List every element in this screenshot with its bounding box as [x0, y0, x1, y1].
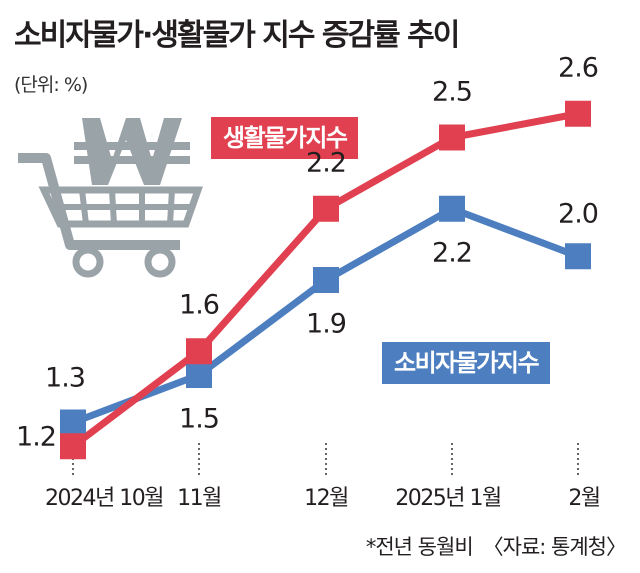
value-label-living-4: 2.6	[558, 52, 599, 84]
unit-label: (단위: %)	[14, 74, 88, 96]
x-tick-label-1: 11월	[177, 486, 222, 511]
series-group	[60, 100, 591, 460]
point-consumer-1	[186, 362, 212, 388]
value-label-consumer-2: 1.9	[306, 308, 347, 340]
point-consumer-0	[60, 409, 86, 436]
point-consumer-3	[439, 195, 465, 222]
value-label-consumer-0: 1.3	[45, 362, 86, 394]
value-label-living-3: 2.5	[432, 76, 473, 107]
value-label-living-2: 2.2	[306, 147, 347, 179]
source-note: *전년 동월비 〈자료: 통계청〉	[356, 531, 627, 561]
point-living-2	[313, 195, 339, 222]
value-label-consumer-1: 1.5	[179, 403, 220, 435]
point-consumer-4	[565, 243, 591, 270]
legend-living-price: 생활물가지수	[211, 117, 359, 159]
value-label-consumer-3: 2.2	[432, 237, 473, 269]
shopping-cart-won-icon	[18, 118, 203, 278]
legend-consumer-price: 소비자물가지수	[382, 342, 551, 384]
footnote: *전년 동월비	[365, 535, 474, 559]
x-tick-label-4: 2월	[568, 486, 601, 511]
point-living-3	[439, 124, 465, 151]
value-label-consumer-4: 2.0	[558, 198, 599, 230]
x-tick-label-2: 12월	[304, 486, 349, 511]
source: 〈자료: 통계청〉	[482, 535, 627, 559]
x-tick-label-3: 2025년 1월	[395, 486, 502, 511]
value-label-living-0: 1.2	[16, 421, 57, 453]
point-consumer-2	[313, 267, 339, 293]
x-tick-label-0: 2024년 10월	[45, 486, 164, 511]
x-axis-ticks	[72, 443, 579, 476]
point-living-4	[565, 100, 591, 127]
point-living-1	[186, 338, 212, 365]
value-label-living-1: 1.6	[179, 289, 220, 321]
chart-title: 소비자물가·생활물가 지수 증감률 추이	[14, 18, 460, 53]
point-living-0	[60, 433, 86, 460]
